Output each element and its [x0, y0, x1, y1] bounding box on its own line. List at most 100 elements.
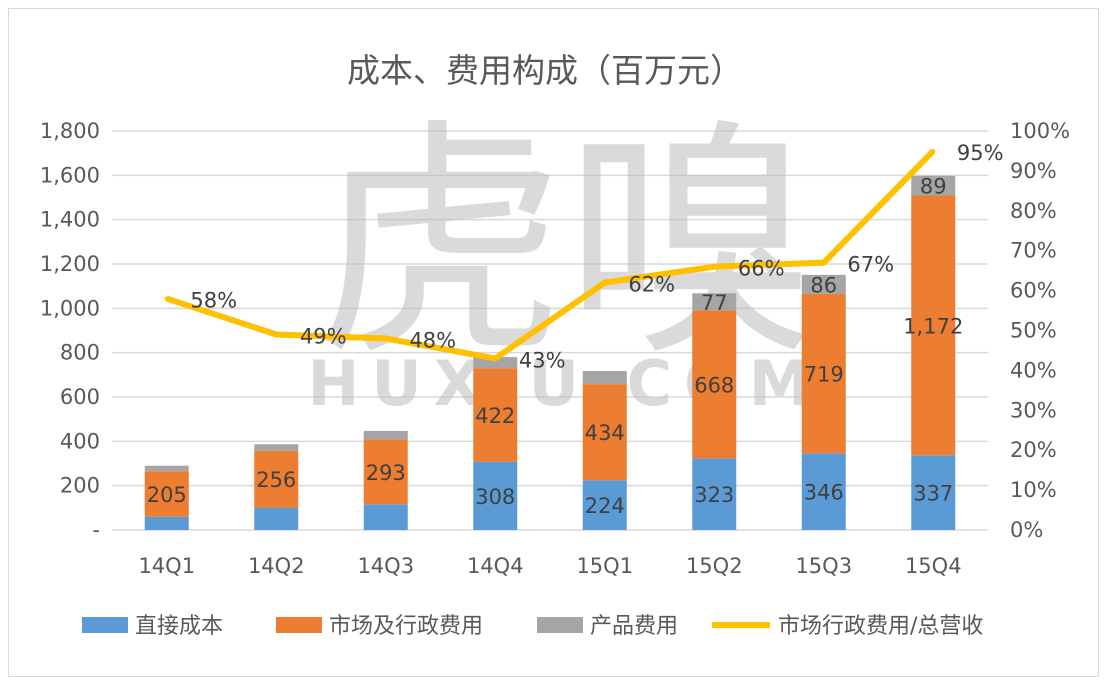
bars: [144, 175, 956, 530]
y-right-tick: 0%: [1010, 518, 1043, 542]
legend-label: 直接成本: [135, 614, 223, 639]
y-right-tick: 100%: [1010, 119, 1070, 143]
bar-segment: [363, 504, 408, 530]
x-tick: 14Q3: [357, 554, 414, 578]
chart-frame: [8, 8, 1099, 677]
bar-data-label: 293: [366, 461, 406, 485]
y-right-tick: 30%: [1010, 398, 1057, 422]
bar-segment: [692, 458, 737, 530]
x-tick: 14Q4: [467, 554, 524, 578]
y-left-tick: 400: [60, 429, 100, 453]
x-tick: 14Q1: [138, 554, 195, 578]
chart-title: 成本、费用构成（百万元）: [347, 51, 743, 90]
legend-swatch: [276, 617, 322, 633]
x-tick: 15Q4: [905, 554, 962, 578]
y-left-tick: 1,800: [40, 119, 100, 143]
legend-label: 市场及行政费用: [329, 614, 483, 639]
ratio-line: [164, 148, 936, 362]
ratio-line-point: [712, 264, 717, 269]
bar-segment: [582, 480, 627, 530]
line-data-label: 43%: [519, 348, 566, 372]
bar-data-label: 308: [475, 485, 515, 509]
bar-data-label: 323: [694, 483, 734, 507]
bar-segment: [801, 274, 846, 294]
bar-segment: [254, 444, 299, 451]
y-left-tick: 600: [60, 385, 100, 409]
ratio-line-path: [165, 148, 936, 362]
x-tick: 14Q2: [248, 554, 305, 578]
ratio-line-point: [383, 336, 388, 341]
bar-segment: [363, 430, 408, 440]
line-data-label: 67%: [847, 253, 894, 277]
bar-segment: [144, 465, 189, 472]
y-right-tick: 20%: [1010, 438, 1057, 462]
bar-segment: [692, 310, 737, 459]
axes: - 200 400 600 800 1,000 1,200 1,400 1,600 1,800 0%…: [40, 119, 1070, 578]
bar-segment: [473, 368, 518, 462]
bar-data-label: 256: [256, 468, 296, 492]
bar-segment: [582, 384, 627, 481]
y-right-tick: 40%: [1010, 358, 1057, 382]
bar-segment: [801, 293, 846, 454]
data-labels: 205 256 293 308 422 224 434 323 668 77 346 719 86 337…: [147, 141, 1004, 518]
bar-data-label: 719: [804, 363, 844, 387]
legend: 直接成本 市场及行政费用 产品费用 市场行政费用/总营收: [82, 614, 983, 639]
x-tick: 15Q2: [686, 554, 743, 578]
bar-segment: [582, 371, 627, 385]
y-right-tick: 70%: [1010, 239, 1057, 263]
x-tick: 15Q3: [795, 554, 852, 578]
y-right-tick: 80%: [1010, 199, 1057, 223]
bar-data-label: 422: [475, 404, 515, 428]
y-right-tick: 90%: [1010, 159, 1057, 183]
ratio-line-point: [931, 148, 936, 153]
bar-segment: [473, 461, 518, 530]
line-data-label: 95%: [957, 141, 1004, 165]
bar-segment: [801, 453, 846, 530]
y-right-tick: 10%: [1010, 478, 1057, 502]
bar-data-label: 346: [804, 481, 844, 505]
y-left-tick: -: [92, 518, 100, 542]
ratio-line-point: [274, 332, 279, 337]
legend-label: 产品费用: [590, 614, 678, 639]
bar-segment: [911, 195, 956, 456]
line-data-label: 58%: [190, 289, 237, 313]
watermark-main: 虎嗅: [315, 98, 815, 389]
y-left-tick: 1,200: [40, 252, 100, 276]
ratio-line-point: [164, 296, 169, 301]
bar-data-label: 224: [585, 494, 625, 518]
bar-segment: [692, 293, 737, 311]
bar-segment: [473, 357, 518, 369]
bar-data-label: 337: [913, 482, 953, 506]
y-left-tick: 1,600: [40, 163, 100, 187]
y-left-tick: 200: [60, 474, 100, 498]
ratio-line-point: [493, 356, 498, 361]
line-data-label: 48%: [409, 328, 456, 352]
bar-segment: [911, 175, 956, 196]
bar-segment: [144, 471, 189, 517]
y-left-tick: 1,400: [40, 208, 100, 232]
bar-data-label: 89: [920, 175, 947, 199]
bar-segment: [363, 439, 408, 505]
bar-segment: [254, 507, 299, 530]
bar-data-label: 1,172: [903, 314, 963, 338]
bar-data-label: 668: [694, 373, 734, 397]
legend-swatch: [537, 617, 583, 633]
line-data-label: 66%: [738, 257, 785, 281]
line-data-label: 62%: [628, 273, 675, 297]
y-right-tick: 50%: [1010, 319, 1057, 343]
y-right-tick: 60%: [1010, 279, 1057, 303]
line-data-label: 49%: [300, 324, 347, 348]
bar-data-label: 205: [147, 483, 187, 507]
bar-segment: [254, 450, 299, 508]
y-left-tick: 1,000: [40, 296, 100, 320]
ratio-line-point: [821, 260, 826, 265]
bar-segment: [911, 455, 956, 530]
y-left-tick: 800: [60, 341, 100, 365]
bar-data-label: 434: [585, 421, 625, 445]
legend-label: 市场行政费用/总营收: [778, 614, 983, 639]
bar-segment: [144, 516, 189, 530]
bar-data-label: 77: [701, 291, 728, 315]
bar-data-label: 86: [810, 273, 837, 297]
